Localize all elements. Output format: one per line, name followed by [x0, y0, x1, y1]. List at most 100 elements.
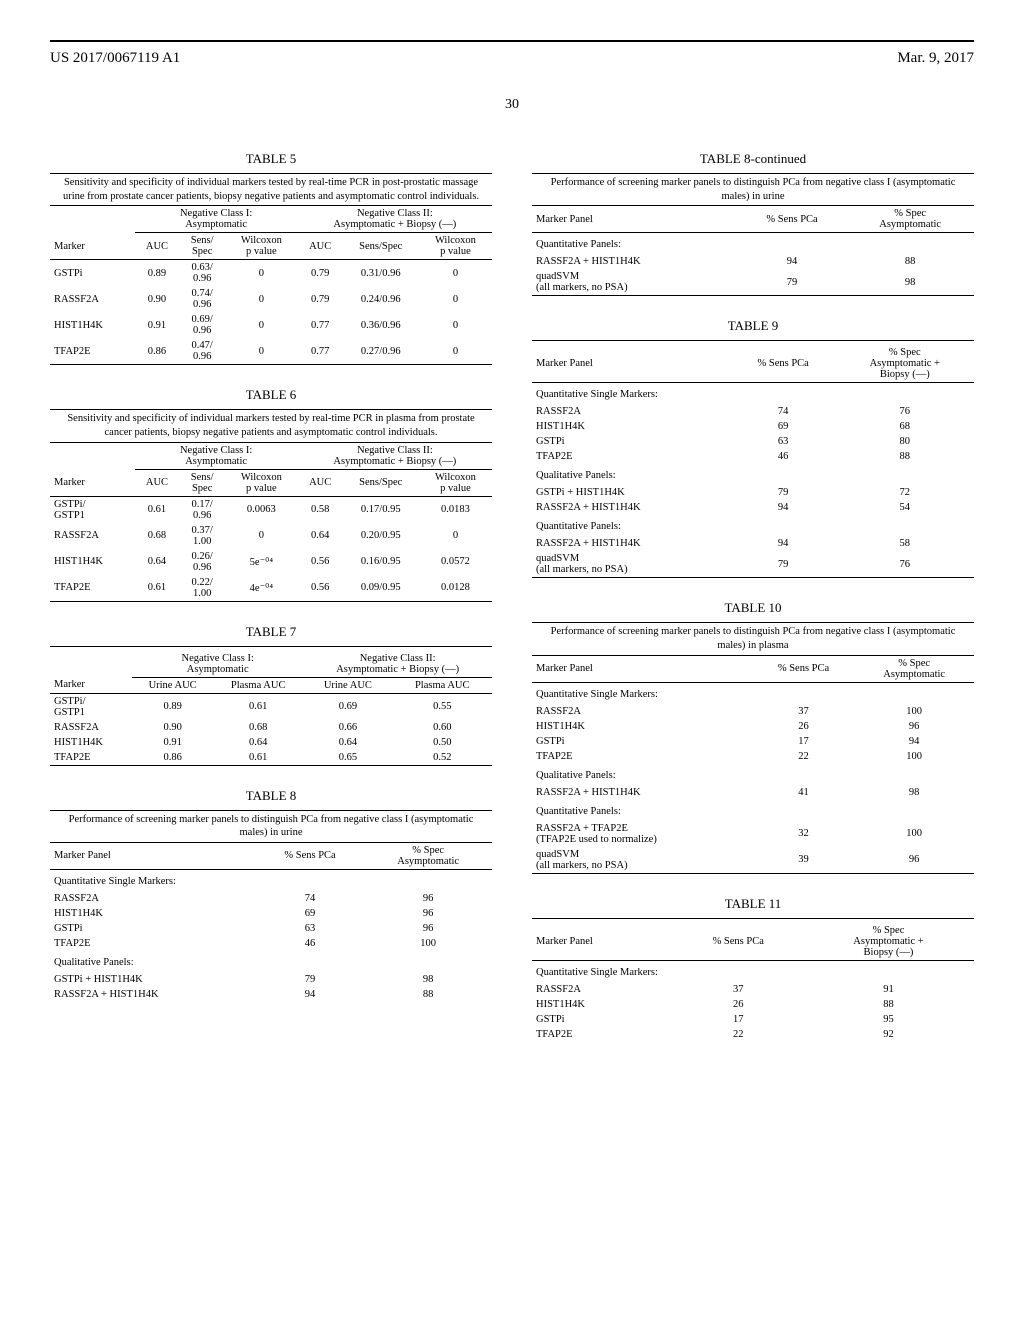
- table-cell: 0.77: [298, 312, 343, 338]
- table-cell: 0.47/0.96: [179, 338, 225, 365]
- table-cell: 0.68: [135, 523, 180, 549]
- table-cell: 74: [256, 891, 365, 906]
- table-cell: 0.66: [303, 720, 392, 735]
- table7-title: TABLE 7: [50, 624, 492, 640]
- table-cell: HIST1H4K: [50, 906, 256, 921]
- table-cell: 94: [731, 536, 836, 551]
- table-cell: 0.20/0.95: [343, 523, 419, 549]
- table-cell: 79: [738, 269, 847, 296]
- table-cell: 0.91: [132, 735, 213, 750]
- table-cell: RASSF2A: [50, 286, 135, 312]
- table10: Performance of screening marker panels t…: [532, 622, 974, 877]
- table-cell: HIST1H4K: [50, 312, 135, 338]
- left-column: TABLE 5 Sensitivity and specificity of i…: [50, 133, 492, 1042]
- table-cell: 0.36/0.96: [343, 312, 419, 338]
- table-cell: HIST1H4K: [532, 719, 753, 734]
- table7-col1: Urine AUC: [132, 677, 213, 693]
- table-cell: 0.56: [298, 575, 343, 602]
- table-row: GSTPi/GSTP10.610.17/0.960.00630.580.17/0…: [50, 496, 492, 523]
- table-cell: 88: [364, 987, 492, 1002]
- table8cont-col1: % Sens PCa: [738, 206, 847, 233]
- table10-col1: % Sens PCa: [753, 655, 855, 682]
- table5-col5: Sens/Spec: [343, 233, 419, 260]
- table11-title: TABLE 11: [532, 896, 974, 912]
- table-cell: 96: [364, 891, 492, 906]
- table-cell: TFAP2E: [50, 338, 135, 365]
- table-cell: 0: [419, 523, 492, 549]
- table-cell: TFAP2E: [50, 575, 135, 602]
- section-label: Quantitative Panels:: [532, 515, 974, 536]
- table-row: GSTPi + HIST1H4K7972: [532, 485, 974, 500]
- table-cell: 0.27/0.96: [343, 338, 419, 365]
- table-cell: RASSF2A: [532, 404, 731, 419]
- section-label: Quantitative Panels:: [532, 800, 974, 821]
- table-cell: RASSF2A + HIST1H4K: [532, 500, 731, 515]
- table8-caption: Performance of screening marker panels t…: [50, 810, 492, 842]
- table-row: GSTPi1794: [532, 734, 974, 749]
- table-cell: HIST1H4K: [50, 735, 132, 750]
- table7-col3: Urine AUC: [303, 677, 392, 693]
- table-cell: 96: [364, 906, 492, 921]
- table-cell: 69: [256, 906, 365, 921]
- table-cell: 63: [731, 434, 836, 449]
- table-row: RASSF2A + HIST1H4K9488: [532, 254, 974, 269]
- table-cell: RASSF2A: [50, 523, 135, 549]
- table-cell: RASSF2A: [532, 982, 674, 997]
- section-header-row: Quantitative Single Markers:: [532, 383, 974, 405]
- table9-col2: % SpecAsymptomatic +Biopsy (—): [836, 345, 974, 383]
- table-cell: 92: [803, 1027, 974, 1042]
- table-cell: GSTPi + HIST1H4K: [532, 485, 731, 500]
- table-cell: 0.17/0.95: [343, 496, 419, 523]
- table6-caption: Sensitivity and specificity of individua…: [50, 410, 492, 442]
- table8cont-col0: Marker Panel: [532, 206, 738, 233]
- table-cell: GSTPi: [532, 434, 731, 449]
- table-cell: 0.61: [135, 575, 180, 602]
- table-cell: GSTPi: [532, 1012, 674, 1027]
- table-cell: 94: [854, 734, 974, 749]
- table-cell: 0.86: [132, 750, 213, 766]
- table-cell: 94: [738, 254, 847, 269]
- section-label: Quantitative Single Markers:: [50, 869, 492, 891]
- table-row: quadSVM(all markers, no PSA)3996: [532, 847, 974, 874]
- table-row: RASSF2A3791: [532, 982, 974, 997]
- table-cell: 22: [753, 749, 855, 764]
- table-cell: 0: [225, 260, 298, 287]
- table-cell: TFAP2E: [50, 750, 132, 766]
- table7-col0: Marker: [50, 677, 132, 693]
- table-cell: 17: [674, 1012, 803, 1027]
- table-cell: quadSVM(all markers, no PSA): [532, 269, 738, 296]
- table7: Negative Class I:Asymptomatic Negative C…: [50, 646, 492, 770]
- table6-col0: Marker: [50, 469, 135, 496]
- table-cell: 96: [854, 719, 974, 734]
- table-row: RASSF2A + HIST1H4K9458: [532, 536, 974, 551]
- table-row: RASSF2A + TFAP2E(TFAP2E used to normaliz…: [532, 821, 974, 847]
- table-cell: 0: [225, 338, 298, 365]
- table7-class1-label: Negative Class I:Asymptomatic: [132, 651, 303, 678]
- table10-col0: Marker Panel: [532, 655, 753, 682]
- table-cell: 0.64: [303, 735, 392, 750]
- table-cell: RASSF2A: [50, 720, 132, 735]
- table-cell: 0.89: [132, 693, 213, 720]
- table-cell: quadSVM(all markers, no PSA): [532, 847, 753, 874]
- section-header-row: Quantitative Single Markers:: [532, 682, 974, 704]
- table-cell: 0: [419, 338, 492, 365]
- table-cell: 0: [419, 286, 492, 312]
- table-cell: 88: [836, 449, 974, 464]
- table-cell: 95: [803, 1012, 974, 1027]
- table6-col4: AUC: [298, 469, 343, 496]
- page-header: US 2017/0067119 A1 Mar. 9, 2017: [50, 40, 974, 67]
- table6-col3: Wilcoxonp value: [225, 469, 298, 496]
- table-row: RASSF2A + HIST1H4K9488: [50, 987, 492, 1002]
- right-column: TABLE 8-continued Performance of screeni…: [532, 133, 974, 1042]
- table8cont-caption: Performance of screening marker panels t…: [532, 174, 974, 206]
- section-header-row: Qualitative Panels:: [532, 464, 974, 485]
- table-cell: 0.09/0.95: [343, 575, 419, 602]
- table-cell: 0.56: [298, 549, 343, 575]
- table-cell: 96: [854, 847, 974, 874]
- table-cell: 0.0572: [419, 549, 492, 575]
- table-row: RASSF2A7496: [50, 891, 492, 906]
- table-cell: 0.64: [213, 735, 303, 750]
- table-cell: 0.0183: [419, 496, 492, 523]
- table5-col3: Wilcoxonp value: [225, 233, 298, 260]
- table-row: TFAP2E0.860.47/0.9600.770.27/0.960: [50, 338, 492, 365]
